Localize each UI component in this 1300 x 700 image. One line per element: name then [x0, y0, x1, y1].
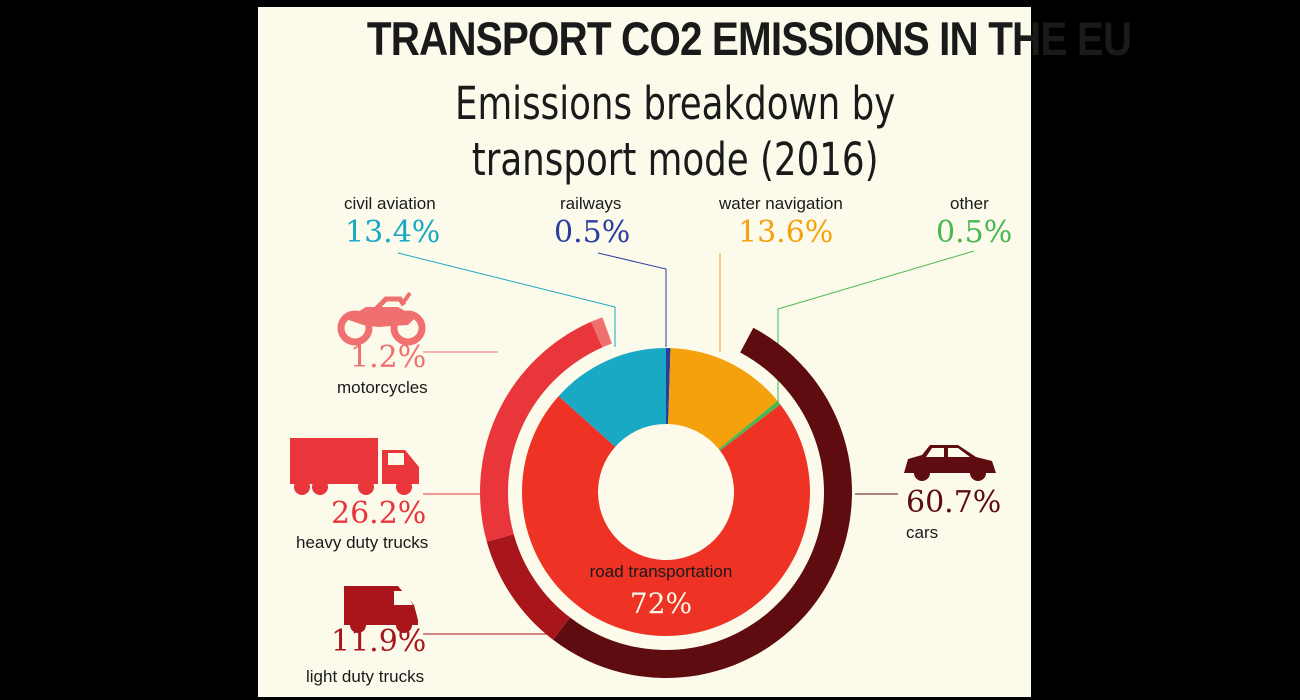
label-other: other — [950, 194, 989, 213]
value-road-transportation: 72% — [629, 587, 693, 620]
label-light-duty-trucks: light duty trucks — [306, 667, 425, 686]
value-light-duty-trucks: 11.9% — [331, 624, 427, 659]
label-cars: cars — [906, 523, 939, 542]
inner-slice-civil-aviation — [558, 348, 666, 447]
label-railways: railways — [560, 194, 622, 213]
subtitle-line-2: transport mode (2016) — [471, 133, 879, 186]
value-railways: 0.5% — [554, 215, 631, 250]
value-water-navigation: 13.6% — [738, 215, 834, 250]
value-cars: 60.7% — [906, 485, 1002, 520]
inner-slice-road-transportation — [522, 396, 810, 637]
value-heavy-duty-trucks: 26.2% — [331, 496, 427, 531]
outer-slice-cars — [553, 327, 853, 678]
truck-icon — [290, 438, 419, 495]
leader-civil-aviation — [397, 252, 616, 347]
label-road-transportation: road transportation — [589, 562, 733, 581]
leader-railways — [597, 252, 667, 347]
outer-slice-motorcycles — [591, 317, 612, 348]
outer-ring — [480, 317, 853, 678]
motorcycle-icon — [337, 291, 426, 346]
inner-slice-other — [718, 400, 781, 451]
label-civil-aviation: civil aviation — [344, 194, 436, 213]
value-civil-aviation: 13.4% — [345, 215, 441, 250]
donut-chart — [290, 250, 996, 678]
infographic-panel: TRANSPORT CO2 EMISSIONS IN THE EU Emissi… — [258, 7, 1132, 697]
van-icon — [344, 586, 418, 633]
subtitle-line-1: Emissions breakdown by — [454, 77, 896, 130]
label-motorcycles: motorcycles — [337, 378, 428, 397]
value-motorcycles: 1.2% — [350, 340, 427, 375]
inner-ring — [522, 348, 810, 637]
icons — [290, 291, 996, 633]
label-water-navigation: water navigation — [719, 194, 843, 213]
inner-slice-water-navigation — [668, 348, 778, 449]
car-icon — [904, 445, 996, 481]
outer-slice-light-duty-trucks — [486, 534, 571, 640]
inner-slice-railways — [666, 348, 671, 425]
value-other: 0.5% — [936, 215, 1013, 250]
label-heavy-duty-trucks: heavy duty trucks — [296, 533, 429, 552]
outer-slice-heavy-duty-trucks — [480, 321, 603, 542]
page-title: TRANSPORT CO2 EMISSIONS IN THE EU — [366, 12, 1132, 65]
